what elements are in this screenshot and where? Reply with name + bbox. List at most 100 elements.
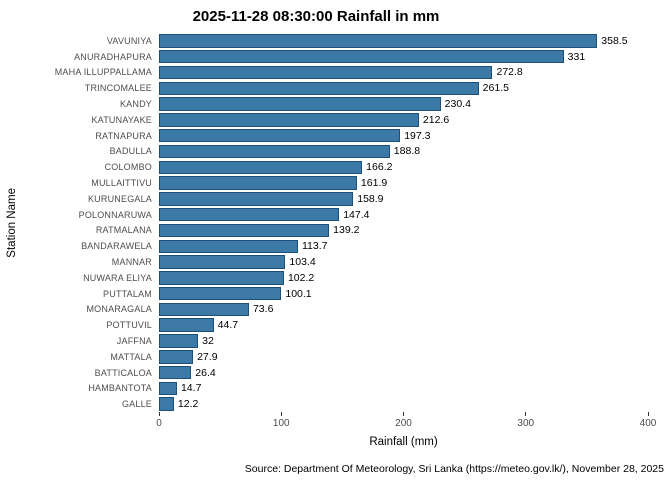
bar-value-label: 166.2 (366, 161, 393, 174)
bar-track: 161.9 (159, 175, 648, 191)
bar-value-label: 32 (202, 335, 214, 348)
bar-track: 44.7 (159, 317, 648, 333)
bar-row: MATTALA 27.9 (24, 349, 672, 365)
bar-value-label: 26.4 (195, 366, 216, 379)
bar-value-label: 261.5 (482, 82, 509, 95)
bar-track: 27.9 (159, 349, 648, 365)
bar (159, 49, 564, 64)
bar (159, 65, 493, 80)
plot-rows: VAVUNIYA 358.5 ANURADHAPURA 331 MAHA ILLUPPA… (24, 33, 672, 412)
bar-value-label: 100.1 (285, 287, 312, 300)
bar-row: MAHA ILLUPPALLAMA 272.8 (24, 65, 672, 81)
bar-row: MULLAITTIVU 161.9 (24, 175, 672, 191)
x-tick-mark (158, 412, 160, 416)
bar-row: MONARAGALA 73.6 (24, 302, 672, 318)
bar-value-label: 230.4 (444, 98, 471, 111)
bar (159, 160, 363, 175)
bar-row: BANDARAWELA 113.7 (24, 238, 672, 254)
y-tick-label: KURUNEGALA (87, 193, 152, 204)
bar-row: TRINCOMALEE 261.5 (24, 80, 672, 96)
bar (159, 350, 194, 364)
bar-row: NUWARA ELIYA 102.2 (24, 270, 672, 286)
bar (159, 144, 390, 159)
bar-value-label: 12.2 (177, 398, 199, 411)
bar (159, 223, 330, 238)
y-tick-label: MULLAITTIVU (91, 178, 152, 189)
bar (159, 397, 174, 411)
bar-track: 100.1 (159, 286, 648, 302)
bar-row: BADULLA 188.8 (24, 144, 672, 160)
bar-row: GALLE 12.2 (24, 396, 672, 412)
bar (159, 192, 354, 206)
bar-track: 188.8 (159, 144, 648, 160)
bar-row: RATNAPURA 197.3 (24, 128, 672, 144)
y-tick-label: POTTUVIL (106, 320, 152, 331)
bar-row: KANDY 230.4 (24, 96, 672, 112)
x-tick-label: 200 (395, 418, 412, 429)
bar-track: 158.9 (159, 191, 648, 207)
bar-track: 102.2 (159, 270, 648, 286)
bar-value-label: 14.7 (180, 382, 202, 395)
y-tick-label: VAVUNIYA (106, 35, 152, 46)
y-tick-label: BADULLA (109, 146, 152, 157)
y-tick-label: BATTICALOA (94, 367, 152, 378)
bar-row: COLOMBO 166.2 (24, 159, 672, 175)
bar (159, 97, 441, 111)
bar (159, 381, 177, 396)
bar-track: 113.7 (159, 238, 648, 254)
bar-track: 261.5 (159, 80, 648, 96)
bar-value-label: 197.3 (404, 129, 431, 142)
bar-track: 139.2 (159, 223, 648, 239)
bar-track: 230.4 (159, 96, 648, 112)
bar-value-label: 158.9 (357, 192, 384, 205)
y-tick-label: COLOMBO (104, 162, 152, 173)
y-tick-label: KANDY (119, 99, 152, 110)
bar-row: KATUNAYAKE 212.6 (24, 112, 672, 128)
bar-row: KURUNEGALA 158.9 (24, 191, 672, 207)
y-tick-label: HAMBANTOTA (88, 383, 152, 394)
bar (159, 255, 286, 269)
bar-value-label: 188.8 (393, 145, 421, 158)
x-tick-mark (403, 412, 404, 416)
bar-value-label: 44.7 (217, 319, 239, 332)
y-tick-label: MATTALA (110, 351, 152, 362)
bar (159, 128, 401, 143)
bar-track: 26.4 (159, 365, 648, 381)
bar (159, 318, 214, 332)
y-axis-title: Station Name (6, 187, 18, 258)
bar-value-label: 73.6 (252, 303, 274, 316)
y-tick-label: PUTTALAM (103, 288, 152, 299)
bar (159, 176, 357, 190)
bar (159, 34, 598, 48)
x-tick-label: 300 (517, 418, 535, 429)
bar-value-label: 139.2 (333, 224, 360, 237)
bar-row: BATTICALOA 26.4 (24, 365, 672, 381)
bar (159, 113, 419, 127)
bar (159, 207, 340, 222)
bar-value-label: 358.5 (601, 34, 628, 47)
bar-row: HAMBANTOTA 14.7 (24, 381, 672, 397)
bar-row: POTTUVIL 44.7 (24, 317, 672, 333)
y-tick-label: ANURADHAPURA (74, 51, 152, 62)
y-tick-label: TRINCOMALEE (84, 83, 152, 94)
x-tick-mark (280, 412, 282, 416)
bar-track: 147.4 (159, 207, 648, 223)
bar (159, 334, 199, 348)
bar-track: 73.6 (159, 302, 648, 318)
bar-value-label: 147.4 (343, 208, 370, 221)
bar-row: PUTTALAM 100.1 (24, 286, 672, 302)
bar-row: POLONNARUWA 147.4 (24, 207, 672, 223)
bar-track: 103.4 (159, 254, 648, 270)
bar-track: 212.6 (159, 112, 648, 128)
source-caption: Source: Department Of Meteorology, Sri L… (244, 463, 664, 475)
chart-title: 2025-11-28 08:30:00 Rainfall in mm (192, 8, 440, 25)
x-tick-label: 400 (639, 418, 657, 429)
bar-row: VAVUNIYA 358.5 (24, 33, 672, 49)
bar (159, 81, 479, 96)
y-tick-label: RATMALANA (95, 225, 152, 236)
y-tick-label: JAFFNA (116, 336, 152, 347)
bar-value-label: 27.9 (197, 350, 218, 363)
x-tick-mark (647, 412, 649, 416)
bar-value-label: 102.2 (287, 271, 315, 284)
